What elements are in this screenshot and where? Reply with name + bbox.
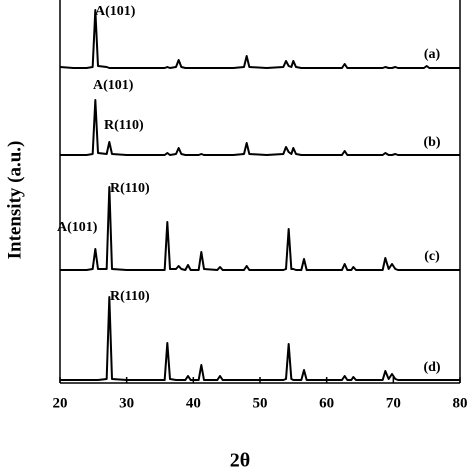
x-tick-label: 80 [453,395,468,411]
peak-annotation: A(101) [93,78,134,93]
legend-label: (b) [423,135,440,150]
trace [60,186,460,271]
peak-annotation: R(110) [110,289,150,304]
peak-annotation: A(101) [57,220,98,235]
trace [60,296,460,381]
x-tick-label: 40 [186,395,201,411]
x-tick-label: 50 [253,395,268,411]
x-axis-title: 2θ [230,450,250,472]
y-axis-title: Intensity (a.u.) [4,141,25,260]
trace [59,9,460,69]
legend-label: (c) [424,249,440,264]
peak-annotation: R(110) [104,118,144,133]
trace [60,99,460,156]
legend-label: (d) [423,360,440,375]
x-tick-label: 70 [386,395,401,411]
legend-label: (a) [424,47,441,62]
x-tick-label: 30 [119,395,134,411]
x-tick-label: 60 [319,395,334,411]
peak-annotation: R(110) [110,181,150,196]
x-tick-label: 20 [53,395,68,411]
peak-annotation: A(101) [95,4,136,19]
